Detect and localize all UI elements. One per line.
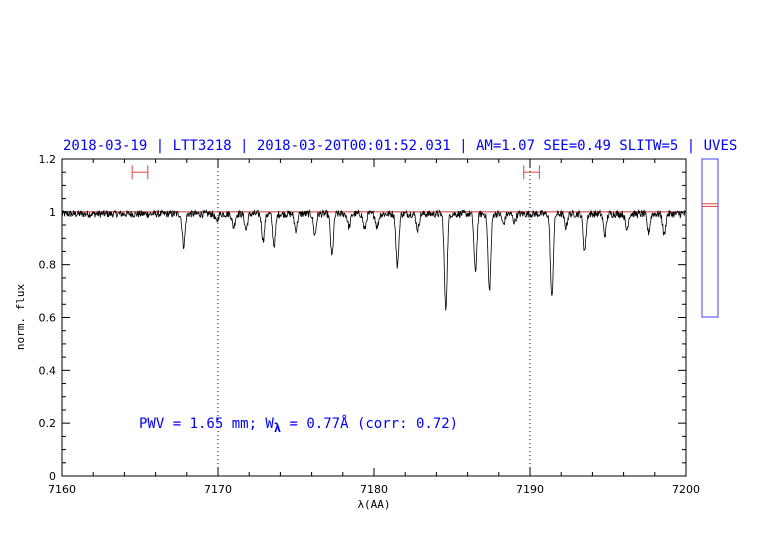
x-axis-label: λ(AA) bbox=[357, 498, 390, 511]
y-tick-label: 0.8 bbox=[39, 259, 57, 272]
x-tick-label: 7190 bbox=[516, 483, 544, 496]
y-tick-label: 0.4 bbox=[39, 364, 57, 377]
y-axis-label: norm. flux bbox=[14, 284, 27, 351]
side-panel bbox=[701, 158, 719, 318]
x-tick-label: 7200 bbox=[672, 483, 700, 496]
y-tick-label: 0.2 bbox=[39, 417, 57, 430]
x-tick-label: 7160 bbox=[48, 483, 76, 496]
y-axis-ticks: 0 0.2 0.4 0.6 0.8 1 1.2 bbox=[39, 153, 686, 483]
annotation-subscript: λ bbox=[274, 421, 281, 435]
side-panel-frame bbox=[701, 158, 719, 318]
y-tick-label: 0.6 bbox=[39, 312, 57, 325]
x-axis-ticks: 7160 7170 7180 7190 7200 bbox=[48, 159, 700, 496]
chart-title: 2018-03-19 | LTT3218 | 2018-03-20T00:01:… bbox=[63, 138, 737, 154]
annotation-suffix: = 0.77Å (corr: 0.72) bbox=[281, 415, 458, 432]
y-tick-label: 1 bbox=[49, 206, 56, 219]
y-tick-label: 1.2 bbox=[39, 153, 57, 166]
fit-range-markers bbox=[131, 165, 540, 180]
x-tick-label: 7180 bbox=[360, 483, 388, 496]
pwv-annotation: PWV = 1.65 mm; Wλ = 0.77Å (corr: 0.72) bbox=[139, 415, 458, 435]
y-tick-label: 0 bbox=[49, 470, 56, 483]
annotation-prefix: PWV = 1.65 mm; W bbox=[139, 416, 274, 432]
spectrum-series bbox=[61, 208, 687, 311]
x-tick-label: 7170 bbox=[204, 483, 232, 496]
